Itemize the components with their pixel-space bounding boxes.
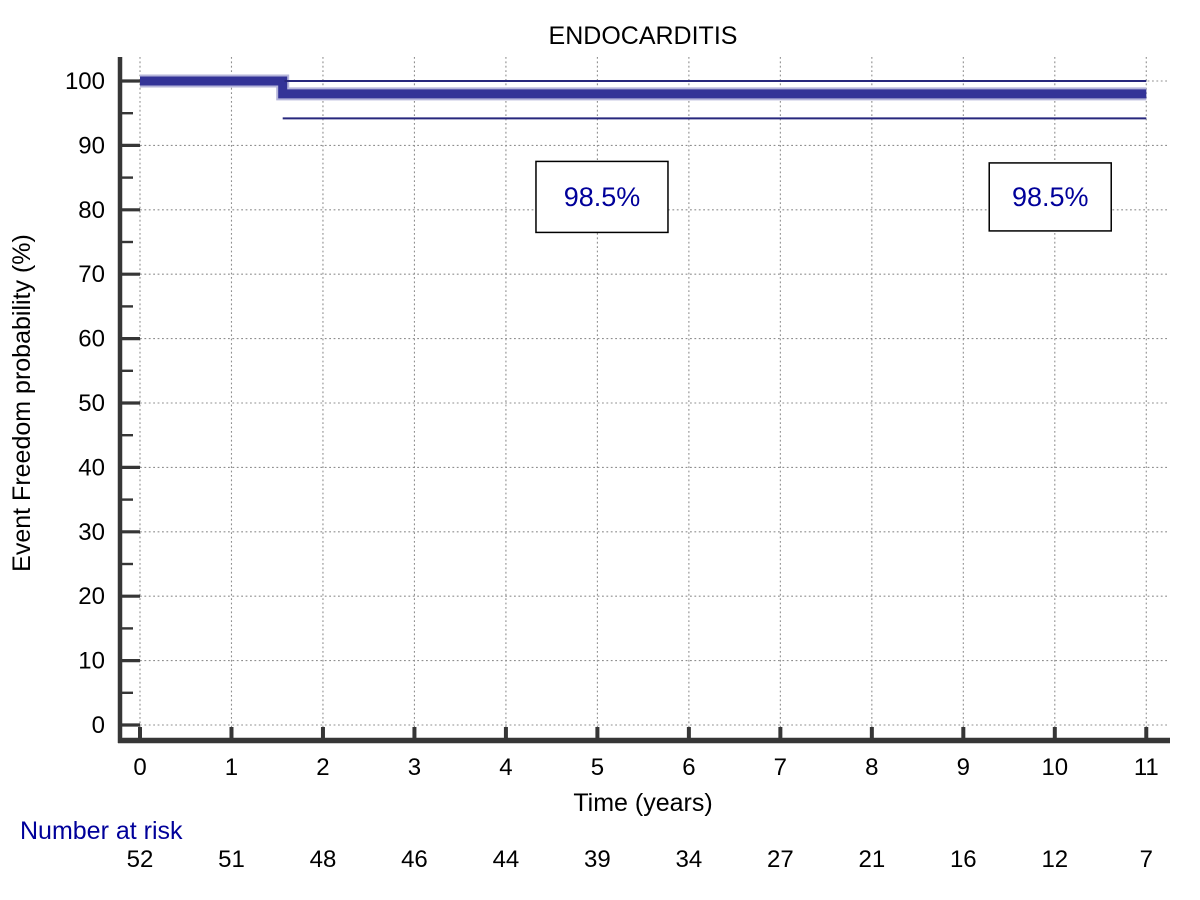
annotation-label: 98.5% [1012, 182, 1089, 212]
risk-value: 51 [218, 846, 245, 873]
risk-value: 12 [1041, 846, 1068, 873]
x-tick-label: 1 [225, 754, 238, 781]
y-tick-label: 50 [78, 390, 105, 417]
y-tick-label: 60 [78, 326, 105, 353]
y-axis-title: Event Freedom probability (%) [8, 234, 36, 572]
risk-value: 21 [858, 846, 885, 873]
annotation-box [535, 160, 669, 234]
axes [117, 57, 1170, 744]
y-tick-label: 0 [92, 712, 105, 739]
x-tick-label: 5 [591, 754, 604, 781]
gridlines-vertical [139, 57, 1147, 738]
risk-value: 34 [676, 846, 703, 873]
y-tick-label: 40 [78, 454, 105, 481]
y-tick-label: 90 [78, 132, 105, 159]
x-tick-labels: 0 1 2 3 4 5 6 7 8 9 10 11 [133, 754, 1158, 781]
x-tick-label: 10 [1041, 754, 1068, 781]
y-tick-label: 30 [78, 519, 105, 546]
x-tick-label: 0 [133, 754, 146, 781]
annotation-box [988, 162, 1112, 232]
y-ticks [120, 79, 140, 727]
annotation-label: 98.5% [564, 182, 641, 212]
risk-value: 27 [767, 846, 794, 873]
risk-value: 39 [584, 846, 611, 873]
x-axis-title: Time (years) [573, 789, 712, 817]
y-tick-label: 70 [78, 261, 105, 288]
x-ticks [138, 727, 1149, 741]
y-tick-label: 80 [78, 197, 105, 224]
y-tick-label: 20 [78, 583, 105, 610]
data-series [140, 74, 1147, 120]
y-tick-label: 100 [65, 68, 105, 95]
x-tick-label: 7 [774, 754, 787, 781]
risk-value: 44 [493, 846, 520, 873]
x-tick-label: 11 [1134, 754, 1159, 781]
number-at-risk-values: 52 51 48 46 44 39 34 27 21 16 12 7 [127, 846, 1153, 873]
risk-value: 46 [401, 846, 428, 873]
x-tick-label: 3 [408, 754, 421, 781]
y-tick-labels: 0 10 20 30 40 50 60 70 80 90 100 [65, 68, 105, 739]
event-freedom-estimate-curve [140, 76, 1147, 99]
x-tick-label: 8 [865, 754, 878, 781]
number-at-risk-label: Number at risk [20, 817, 183, 845]
risk-value: 48 [310, 846, 337, 873]
chart-title: ENDOCARDITIS [549, 22, 738, 50]
risk-value: 16 [950, 846, 977, 873]
risk-value: 52 [127, 846, 154, 873]
x-tick-label: 6 [682, 754, 695, 781]
y-tick-label: 10 [78, 648, 105, 675]
risk-value: 7 [1140, 846, 1153, 873]
x-tick-label: 9 [957, 754, 970, 781]
x-tick-label: 2 [316, 754, 329, 781]
annotation-boxes: 98.5% 98.5% [535, 160, 1112, 234]
x-tick-label: 4 [499, 754, 512, 781]
